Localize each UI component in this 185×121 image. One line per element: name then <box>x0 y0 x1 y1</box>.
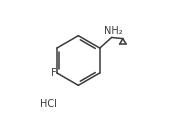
Text: F: F <box>51 68 56 78</box>
Text: HCl: HCl <box>40 99 57 109</box>
Text: NH₂: NH₂ <box>103 26 122 36</box>
